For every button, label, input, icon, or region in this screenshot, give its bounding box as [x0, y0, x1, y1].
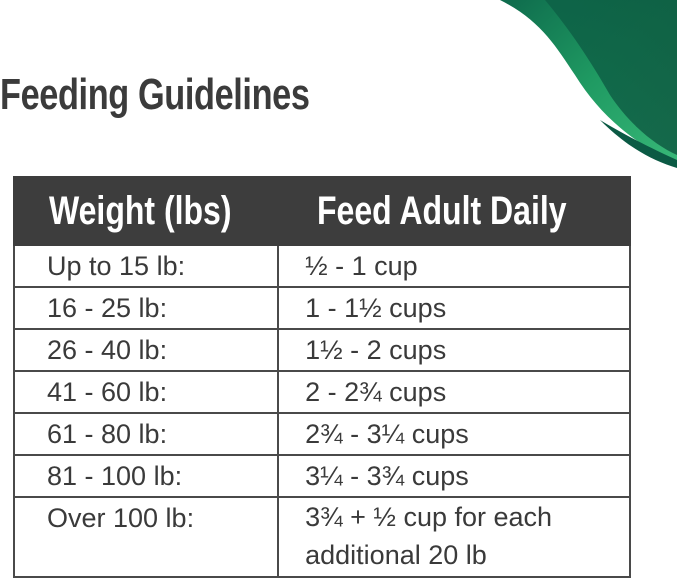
- header-feed: Feed Adult Daily: [277, 176, 632, 246]
- header-weight-label: Weight (lbs): [49, 188, 232, 233]
- weight-cell: 61 - 80 lb:: [12, 412, 280, 456]
- table-row: 16 - 25 lb: 1 - 1½ cups: [12, 286, 632, 330]
- table-row: Over 100 lb: 3¾ + ½ cup for each addition…: [12, 496, 632, 578]
- weight-cell: 41 - 60 lb:: [12, 370, 280, 414]
- feed-amount-cell: 1 - 1½ cups: [277, 286, 632, 330]
- feed-amount-cell: 3¼ - 3¾ cups: [277, 454, 632, 498]
- feed-amount-cell: 3¾ + ½ cup for each additional 20 lb: [277, 496, 632, 578]
- table-row: 41 - 60 lb: 2 - 2¾ cups: [12, 370, 632, 414]
- weight-cell: Up to 15 lb:: [12, 244, 280, 288]
- header-weight: Weight (lbs): [12, 176, 280, 246]
- table-header-row: Weight (lbs) Feed Adult Daily: [12, 176, 632, 246]
- header-feed-label: Feed Adult Daily: [317, 188, 567, 233]
- table-row: Up to 15 lb: ½ - 1 cup: [12, 244, 632, 288]
- page-title: Feeding Guidelines: [0, 70, 310, 119]
- weight-cell: 26 - 40 lb:: [12, 328, 280, 372]
- feed-amount-cell: 2 - 2¾ cups: [277, 370, 632, 414]
- weight-cell: 81 - 100 lb:: [12, 454, 280, 498]
- feeding-table: Weight (lbs) Feed Adult Daily Up to 15 l…: [12, 176, 632, 578]
- green-swoosh-decoration: [500, 0, 677, 168]
- weight-cell: 16 - 25 lb:: [12, 286, 280, 330]
- table-row: 26 - 40 lb: 1½ - 2 cups: [12, 328, 632, 372]
- feed-amount-cell: 1½ - 2 cups: [277, 328, 632, 372]
- feed-amount-cell: ½ - 1 cup: [277, 244, 632, 288]
- table-row: 81 - 100 lb: 3¼ - 3¾ cups: [12, 454, 632, 498]
- table-row: 61 - 80 lb: 2¾ - 3¼ cups: [12, 412, 632, 456]
- weight-cell: Over 100 lb:: [12, 496, 280, 578]
- feed-amount-cell: 2¾ - 3¼ cups: [277, 412, 632, 456]
